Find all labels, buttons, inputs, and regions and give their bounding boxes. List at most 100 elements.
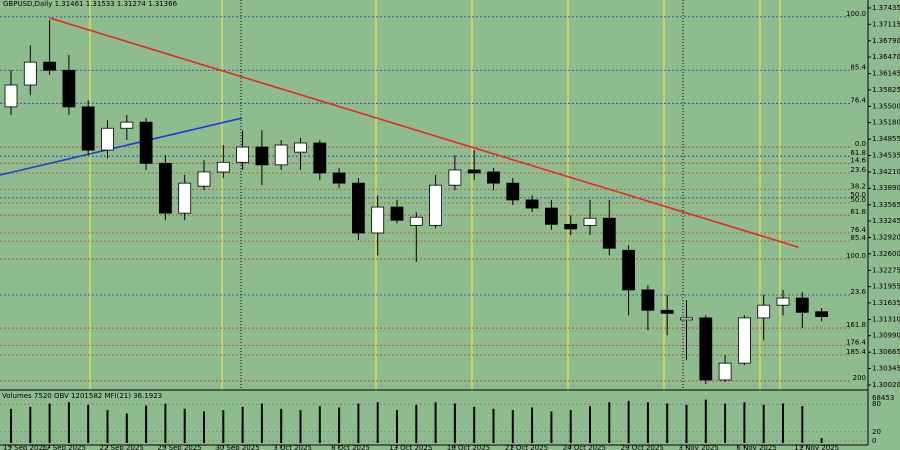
candle-body (4, 84, 18, 108)
candle-body (23, 61, 37, 86)
candle-body (448, 169, 462, 186)
level-label: 85.4 (850, 234, 866, 242)
level-label: 85.4 (850, 63, 866, 71)
level-label: 61.8 (850, 149, 866, 157)
y-tick-label: 1.36145 (872, 70, 900, 78)
candle-body (294, 142, 307, 153)
candle-body (197, 171, 211, 187)
y-tick-label: 1.36470 (872, 53, 900, 61)
y-tick-label: 1.31955 (872, 283, 900, 291)
candle-body (139, 121, 153, 164)
candle-body (409, 216, 423, 226)
mfi-tick-label: 20 (872, 428, 881, 436)
candle-body (390, 206, 404, 221)
y-tick-label: 1.34535 (872, 151, 900, 159)
level-label: 61.8 (850, 208, 866, 216)
candle-body (332, 172, 346, 184)
x-tick-label: 24 Oct 2025 (563, 444, 606, 450)
candle-body (81, 106, 95, 151)
candle-body (371, 206, 385, 234)
candle-body (351, 182, 365, 234)
trendline (49, 17, 799, 248)
candle-body (776, 297, 790, 306)
candle-body (660, 309, 674, 314)
candle-body (120, 121, 134, 129)
x-tick-label: 3 Oct 2025 (273, 444, 312, 450)
candle-body (583, 217, 597, 226)
level-label: 176.4 (846, 338, 867, 346)
x-tick-label: 29 Oct 2025 (621, 444, 664, 450)
level-label: 200 (853, 374, 866, 382)
mfi-tick-label: 80 (872, 400, 881, 408)
level-label: 185.4 (846, 348, 867, 356)
y-tick-label: 1.30020 (872, 381, 900, 389)
candle-body (757, 304, 771, 319)
candle-body (62, 69, 76, 108)
candle-body (525, 199, 539, 209)
level-label: 76.4 (850, 226, 866, 234)
level-label: 23.6 (850, 166, 866, 174)
candle-body (738, 317, 751, 364)
candle-body (178, 182, 192, 214)
x-tick-label: 30 Sep 2025 (215, 444, 259, 450)
y-tick-label: 1.35500 (872, 102, 900, 110)
y-tick-label: 1.33890 (872, 184, 900, 192)
y-tick-label: 1.33245 (872, 217, 900, 225)
candle-body (274, 144, 288, 166)
y-tick-label: 1.36790 (872, 37, 900, 45)
x-tick-label: 6 Nov 2025 (736, 444, 776, 450)
x-tick-label: 21 Oct 2025 (505, 444, 548, 450)
level-label: 0.0 (855, 140, 866, 148)
level-label: 50.0 (850, 191, 866, 199)
y-tick-label: 1.35180 (872, 119, 900, 127)
price-axis: 1.37435 1.37115 1.36790 1.36470 1.36145 1.358… (868, 4, 900, 389)
candle-body (506, 182, 520, 201)
x-tick-label: 15 Sep 2025 (3, 444, 47, 450)
candle-body (564, 223, 578, 230)
level-label: 23.6 (850, 288, 866, 296)
y-tick-label: 1.35825 (872, 86, 900, 94)
candle-body (602, 217, 616, 249)
level-label: 50.0 (850, 196, 866, 204)
candle-body (236, 146, 250, 163)
candle-body (255, 146, 269, 166)
y-tick-label: 1.30345 (872, 364, 900, 372)
level-label: 14.6 (850, 156, 866, 164)
x-tick-label: 25 Sep 2025 (157, 444, 201, 450)
period-lines (89, 0, 781, 390)
y-tick-label: 1.31635 (872, 299, 900, 307)
level-label: 100.0 (846, 10, 866, 18)
level-label: 76.4 (850, 96, 866, 104)
x-tick-label: 22 Sep 2025 (100, 444, 144, 450)
x-tick-label: 17 Sep 2025 (42, 444, 86, 450)
candle-body (718, 362, 732, 381)
mfi-tick-label: 0 (872, 437, 876, 445)
candle-body (313, 142, 327, 174)
y-tick-label: 1.34210 (872, 168, 900, 176)
indicator-title: Volumes 7520 OBV 1201582 MFI(21) 36.1923 (2, 392, 162, 400)
level-label: 100.0 (846, 252, 866, 260)
x-tick-label: 13 Oct 2025 (389, 444, 432, 450)
chart-title: GBPUSD,Daily 1.31461 1.31533 1.31274 1.3… (3, 0, 178, 8)
y-tick-label: 1.37115 (872, 20, 900, 28)
candle-body (101, 127, 114, 151)
candle-body (815, 311, 828, 317)
candle-body (216, 161, 230, 173)
x-tick-label: 8 Oct 2025 (331, 444, 370, 450)
candle-body (467, 169, 481, 174)
trendline (0, 117, 243, 176)
y-tick-label: 1.33565 (872, 201, 900, 209)
candle-body (43, 61, 56, 71)
y-tick-label: 1.32600 (872, 250, 900, 258)
x-tick-label: 3 Nov 2025 (679, 444, 719, 450)
candle-body (699, 317, 713, 381)
candle-body (487, 171, 500, 184)
y-tick-label: 1.32920 (872, 234, 900, 242)
week-lines (240, 0, 684, 390)
candles (4, 19, 828, 384)
